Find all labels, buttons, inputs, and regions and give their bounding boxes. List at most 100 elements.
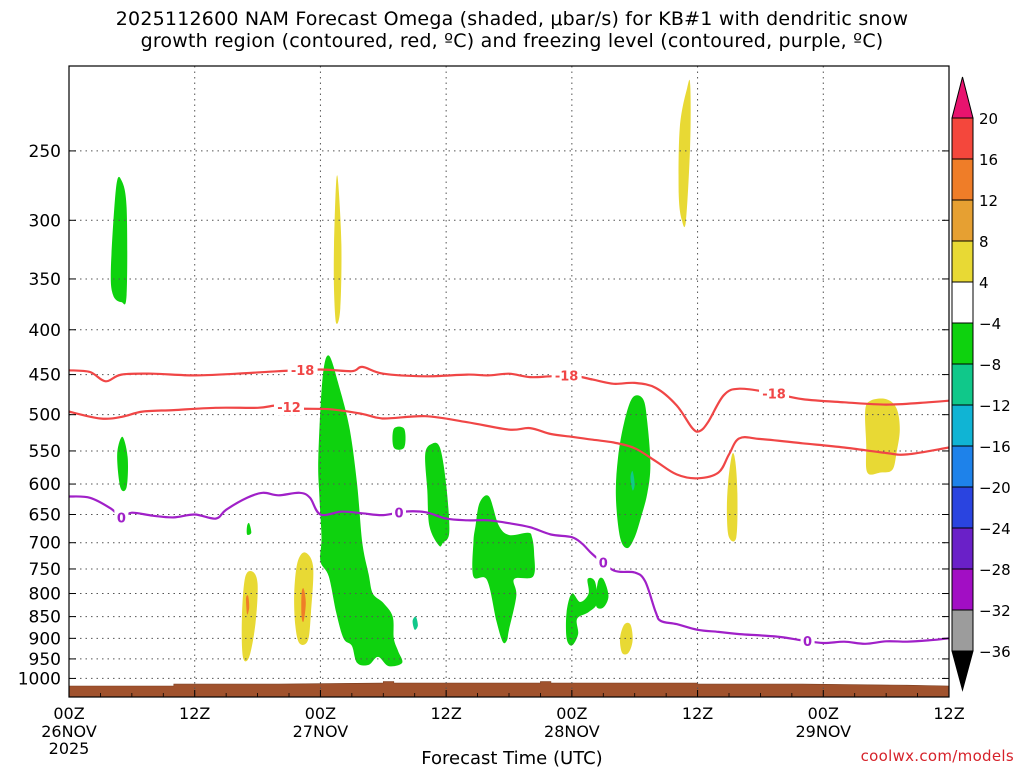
contour-label-2-2: 0 <box>599 557 608 572</box>
x-tick-date-48: 28NOV <box>544 722 600 741</box>
colorbar-bottom-triangle <box>951 650 974 692</box>
y-tick-label-600: 600 <box>29 475 61 495</box>
colorbar-bin-2 <box>951 158 974 201</box>
y-tick-label-900: 900 <box>29 629 61 649</box>
contour-label-bg <box>551 367 582 384</box>
colorbar-label-1: 16 <box>979 151 998 169</box>
colorbar-bin-9 <box>951 445 974 488</box>
omega-region-1 <box>117 436 128 492</box>
y-tick-label-800: 800 <box>29 585 61 605</box>
colorbar-label-0: 20 <box>979 110 998 128</box>
contour-label-bg <box>800 633 815 650</box>
colorbar-label-13: −36 <box>979 643 1011 661</box>
y-tick-label-400: 400 <box>29 321 61 341</box>
x-tick-label-84: 12Z <box>933 704 964 723</box>
x-tick-label-36: 12Z <box>430 704 461 723</box>
y-tick-label-250: 250 <box>29 142 61 162</box>
contour-label-bg <box>274 398 304 415</box>
chart-title-line1: 2025112600 NAM Forecast Omega (shaded, μ… <box>115 8 909 30</box>
omega-region-17 <box>412 616 418 630</box>
omega-region-10 <box>565 577 598 646</box>
omega-region-11 <box>595 577 609 609</box>
x-tick-label-48: 00Z <box>556 704 587 723</box>
colorbar-label-3: 8 <box>979 233 989 251</box>
omega-region-3 <box>241 570 258 662</box>
omega-region-20 <box>301 588 306 622</box>
y-tick-label-750: 750 <box>29 560 61 580</box>
contour-label-0-1: -18 <box>555 370 579 385</box>
contour-label-1-0: -12 <box>277 401 301 416</box>
colorbar-bin-4 <box>951 240 974 283</box>
contour-line-2 <box>69 491 949 645</box>
y-tick-label-350: 350 <box>29 270 61 290</box>
colorbar-label-9: −20 <box>979 479 1011 497</box>
y-tick-label-550: 550 <box>29 442 61 462</box>
contour-label-bg <box>114 509 129 526</box>
x-tick-label-0: 00Z <box>53 704 84 723</box>
colorbar-bin-11 <box>951 527 974 570</box>
colorbar-label-12: −32 <box>979 602 1011 620</box>
colorbar-label-6: −8 <box>979 356 1001 374</box>
colorbar-bin-7 <box>951 363 974 406</box>
omega-region-0 <box>110 176 128 305</box>
omega-region-8 <box>425 442 450 547</box>
contour-line-1 <box>69 404 949 480</box>
colorbar-bin-13 <box>951 609 974 652</box>
contour-label-2-0: 0 <box>117 511 126 526</box>
x-axis-label: Forecast Time (UTC) <box>421 748 603 769</box>
omega-region-15 <box>726 452 738 542</box>
colorbar-bin-6 <box>951 322 974 365</box>
x-tick-date-0: 26NOV <box>41 722 97 741</box>
y-tick-label-850: 850 <box>29 608 61 628</box>
omega-region-16 <box>865 398 900 475</box>
y-tick-label-650: 650 <box>29 506 61 526</box>
contour-line-0 <box>69 365 949 433</box>
chart-title-line2: growth region (contoured, red, ºC) and f… <box>140 30 884 52</box>
x-tick-label-60: 12Z <box>682 704 713 723</box>
colorbar-label-2: 12 <box>979 192 998 210</box>
x-tick-label-72: 00Z <box>808 704 839 723</box>
colorbar-label-11: −28 <box>979 561 1011 579</box>
colorbar-bin-12 <box>951 568 974 611</box>
x-tick-label-12: 12Z <box>179 704 210 723</box>
colorbar-label-10: −24 <box>979 520 1011 538</box>
y-tick-label-950: 950 <box>29 650 61 670</box>
omega-region-13 <box>619 622 633 655</box>
contour-label-2-1: 0 <box>394 506 403 521</box>
omega-region-2 <box>246 522 252 535</box>
omega-region-14 <box>678 79 691 228</box>
colorbar-bin-1 <box>951 117 974 160</box>
y-tick-label-300: 300 <box>29 211 61 231</box>
colorbar-bin-5 <box>951 281 974 324</box>
omega-region-6 <box>318 355 403 667</box>
omega-region-18 <box>630 471 635 491</box>
contour-label-bg <box>759 385 790 402</box>
y-tick-label-450: 450 <box>29 366 61 386</box>
colorbar-label-7: −12 <box>979 397 1011 415</box>
contour-label-bg <box>596 554 611 571</box>
omega-region-5 <box>333 175 342 324</box>
colorbar-bin-10 <box>951 486 974 529</box>
omega-region-19 <box>245 595 250 615</box>
x-tick-year-0: 2025 <box>49 739 90 758</box>
contour-label-bg <box>287 362 318 379</box>
y-tick-label-1000: 1000 <box>18 669 61 689</box>
contour-label-2-3: 0 <box>803 635 812 650</box>
colorbar-bin-3 <box>951 199 974 242</box>
colorbar-label-4: 4 <box>979 274 989 292</box>
colorbar-top-triangle <box>951 76 974 119</box>
y-tick-label-700: 700 <box>29 534 61 554</box>
x-tick-label-24: 00Z <box>305 704 336 723</box>
contour-label-0-0: -18 <box>291 364 315 379</box>
contour-label-0-2: -18 <box>762 387 786 402</box>
x-tick-date-72: 29NOV <box>795 722 851 741</box>
credit-text: coolwx.com/models <box>860 747 1014 765</box>
colorbar-label-8: −16 <box>979 438 1011 456</box>
omega-region-7 <box>392 426 406 450</box>
y-tick-label-500: 500 <box>29 406 61 426</box>
x-tick-date-24: 27NOV <box>293 722 349 741</box>
omega-region-12 <box>615 395 651 549</box>
colorbar-bin-8 <box>951 404 974 447</box>
contour-label-bg <box>392 504 406 521</box>
